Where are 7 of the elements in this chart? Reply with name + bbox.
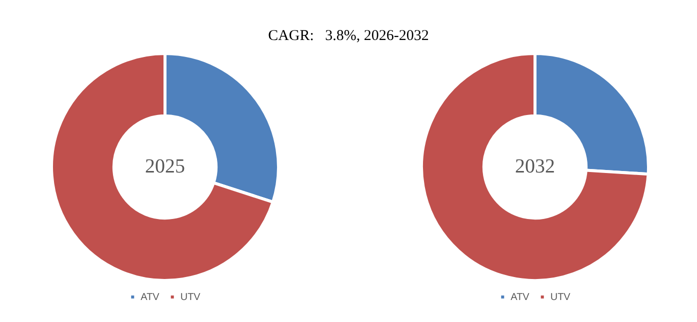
legend-label: ATV <box>140 292 160 303</box>
text: 2025 <box>145 155 185 178</box>
legend-label: UTV <box>180 292 201 303</box>
legend-label: UTV <box>550 292 571 303</box>
legend-label: ATV <box>510 292 530 303</box>
text: 2032 <box>515 155 555 178</box>
text: CAGR: 3.8%, 2026-2032 <box>267 28 430 45</box>
